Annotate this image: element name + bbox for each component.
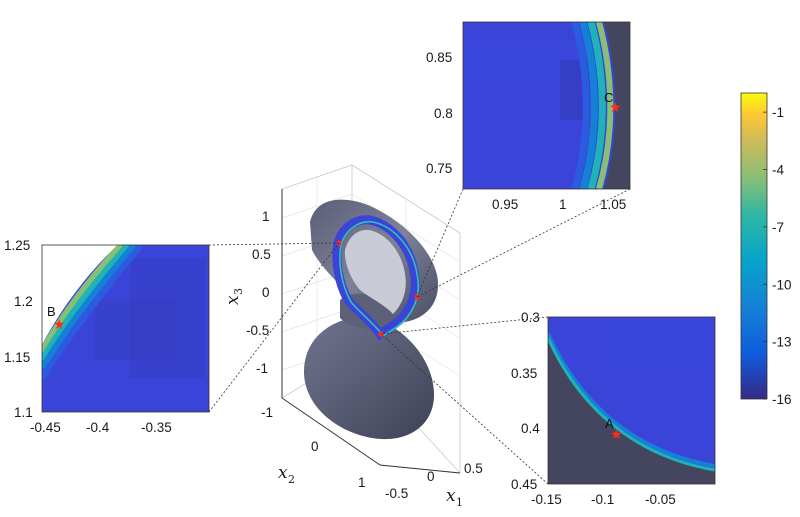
inset-A-frame [547, 316, 716, 485]
inset-B-ytick: 1.15 [4, 350, 30, 365]
x1-label-main: x [446, 486, 456, 506]
inset-C-frame [462, 21, 631, 190]
inset-B-panel: 1.25 1.2 1.15 1.1 -0.45 -0.4 -0.35 B ★ [4, 238, 210, 435]
colorbar-ticks: -1 -4 -7 -10 -13 -16 [763, 105, 792, 407]
x3-label-main: x [223, 295, 243, 305]
x2-axis-label: x 2 [278, 463, 295, 486]
inset-B-point-label: B [47, 304, 56, 319]
x2-tick-label: -1 [261, 405, 273, 420]
x3-tick-label: 1 [262, 209, 270, 224]
x3-tick-label: -0.5 [246, 323, 269, 338]
x1-label-sub: 1 [456, 496, 463, 509]
x2-label-sub: 2 [288, 473, 295, 486]
inset-C-ytick: 0.75 [426, 161, 452, 176]
inset-C-band [579, 22, 598, 189]
surface-lower-lobe [303, 318, 434, 440]
colorbar: -1 -4 -7 -10 -13 -16 [740, 92, 792, 407]
inset-A-star: ★ [610, 427, 623, 443]
inset-B-frame [41, 244, 210, 413]
inset-B-yticks: 1.25 1.2 1.15 1.1 [4, 238, 33, 420]
inset-B-band [42, 245, 131, 362]
inset-B-star: ★ [53, 317, 66, 333]
inset-A-xtick: -0.05 [645, 492, 676, 507]
inset-A-point-label: A [605, 416, 614, 431]
inset-B-patch [130, 258, 205, 378]
x1-axis-label: x 1 [446, 486, 463, 509]
inset-C-panel: 0.85 0.8 0.75 0.95 1 1.05 C ★ [426, 21, 631, 212]
inset-C-xtick: 0.95 [492, 197, 518, 212]
x1-tick-label: -0.5 [385, 486, 408, 501]
inset-B-ytick: 1.1 [14, 405, 33, 420]
inset-A-patch [600, 320, 710, 370]
inset-C-ytick: 0.8 [434, 106, 453, 121]
colorbar-tick-label: -1 [772, 105, 784, 120]
main-3d-panel: 1 0.5 0 -0.5 -1 x 3 -1 0 1 x 2 -0.5 0 0.… [223, 164, 483, 509]
x2-axis: -1 0 1 x 2 [261, 405, 366, 490]
3d-box-front [281, 189, 461, 474]
inset-C-star: ★ [609, 100, 622, 116]
x2-tick-label: 0 [311, 439, 319, 454]
inset-A-band [548, 337, 715, 472]
inset-C-xtick: 1.05 [600, 197, 626, 212]
inset-A-xtick: -0.1 [591, 492, 614, 507]
inset-C-band [587, 22, 606, 189]
colorbar-tick-label: -16 [772, 392, 792, 407]
x3-tick-label: 0 [262, 285, 270, 300]
x2-label-main: x [278, 463, 288, 483]
inset-C-surface [604, 22, 630, 189]
inset-B-xtick: -0.4 [86, 420, 110, 435]
connector-B-top [208, 242, 340, 246]
inset-B-ytick: 1.25 [4, 238, 30, 253]
inset-A-surface [548, 340, 715, 484]
x1-tick-label: 0 [427, 469, 435, 484]
inset-C-ytick: 0.85 [426, 50, 452, 65]
inset-B-band [42, 245, 144, 380]
connector-A-bottom [380, 333, 549, 485]
inset-B-band [42, 245, 137, 370]
colorbar-bar [740, 92, 768, 400]
inset-C-band [596, 22, 614, 189]
inset-A-ytick: 0.35 [511, 366, 537, 381]
inset-B-ytick: 1.2 [14, 294, 33, 309]
inset-A-yticks: 0.3 0.35 0.4 0.45 [511, 310, 540, 492]
inset-B-xticks: -0.45 -0.4 -0.35 [30, 420, 172, 435]
x3-axis-label: x 3 [223, 288, 245, 305]
x3-label-sub: 3 [232, 288, 245, 295]
connector-B-bottom [208, 242, 340, 413]
inset-A-xtick: -0.15 [531, 492, 562, 507]
inset-B-xtick: -0.45 [30, 420, 61, 435]
inset-C-xticks: 0.95 1 1.05 [492, 197, 626, 212]
inset-B-band-outer [42, 245, 118, 412]
inset-B-band [42, 245, 125, 354]
inset-C-point-label: C [604, 90, 613, 105]
x3-axis: 1 0.5 0 -0.5 -1 x 3 [223, 209, 271, 376]
inset-A-ytick: 0.45 [511, 477, 537, 492]
inset-connectors [208, 188, 631, 485]
inset-C-xtick: 1 [559, 197, 567, 212]
colorbar-tick-label: -13 [772, 335, 792, 350]
x3-tick-label: -1 [256, 361, 268, 376]
connector-C-right [416, 188, 631, 298]
inset-A-panel: 0.3 0.35 0.4 0.45 -0.15 -0.1 -0.05 A ★ [511, 310, 716, 507]
inset-B-xtick: -0.35 [141, 420, 172, 435]
x2-tick-label: 1 [358, 475, 366, 490]
surface-cut-band-edge [339, 220, 420, 338]
x1-tick-label: 0.5 [464, 461, 483, 476]
inset-A-xticks: -0.15 -0.1 -0.05 [531, 492, 676, 507]
inset-A-band [548, 333, 715, 468]
inset-A-ytick: 0.3 [521, 310, 540, 325]
inset-C-yticks: 0.85 0.8 0.75 [426, 50, 453, 176]
x3-tick-label: 0.5 [252, 247, 271, 262]
inset-A-ytick: 0.4 [521, 421, 540, 436]
surface-cut-band [332, 215, 420, 341]
inset-C-band [571, 22, 590, 189]
colorbar-tick-label: -7 [772, 220, 784, 235]
connector-C-left [416, 188, 464, 298]
colorbar-tick-label: -4 [772, 163, 784, 178]
colorbar-tick-label: -10 [772, 277, 792, 292]
surface-cut-inner [344, 229, 406, 314]
x1-axis: -0.5 0 0.5 x 1 [385, 461, 483, 509]
